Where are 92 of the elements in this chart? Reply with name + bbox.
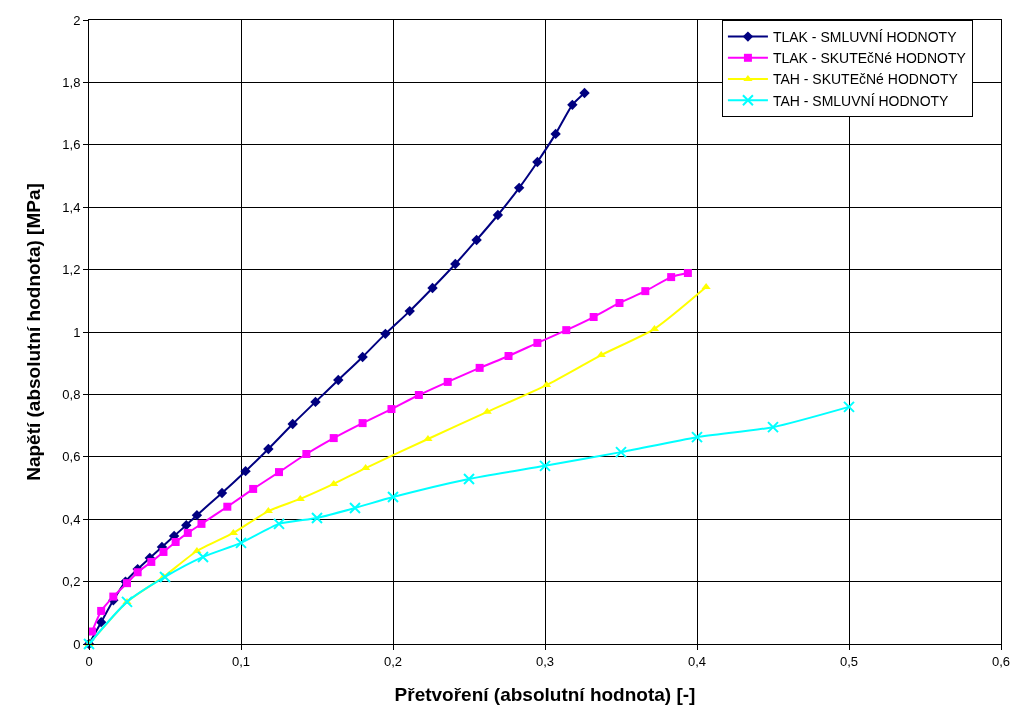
point <box>615 446 627 459</box>
point <box>423 435 433 442</box>
legend-label: TAH - SMLUVNÍ HODNOTY <box>772 92 950 109</box>
x-tick-label: 0 <box>85 653 93 669</box>
point <box>159 570 171 583</box>
point <box>380 328 391 340</box>
point <box>482 407 492 414</box>
x-tick-label: 0,5 <box>839 653 859 669</box>
point <box>223 502 232 511</box>
point <box>567 99 578 111</box>
point <box>133 568 142 577</box>
y-tick-label: 1,6 <box>62 137 81 153</box>
point <box>387 491 399 504</box>
point <box>641 287 650 296</box>
point <box>683 269 692 278</box>
point <box>589 313 598 322</box>
point <box>387 405 396 414</box>
y-tick-label: 1,4 <box>62 199 81 215</box>
point <box>159 547 168 556</box>
point <box>191 509 203 521</box>
point <box>539 459 551 472</box>
point <box>109 592 118 601</box>
point <box>329 434 338 443</box>
legend-label: TAH - SKUTEčNé HODNOTY <box>772 71 959 88</box>
point <box>310 396 321 408</box>
y-tick-label: 1,2 <box>62 262 81 278</box>
point <box>263 443 274 455</box>
point <box>249 484 258 493</box>
x-tick-label: 0,6 <box>991 653 1011 669</box>
point <box>513 182 525 194</box>
point <box>147 557 156 566</box>
legend-label: TLAK - SKUTEčNé HODNOTY <box>772 50 967 67</box>
point <box>333 374 344 386</box>
point <box>427 282 438 294</box>
y-tick-label: 0,8 <box>62 386 81 402</box>
point <box>701 283 711 290</box>
point <box>471 234 482 246</box>
y-tick-label: 0,4 <box>62 511 81 527</box>
point <box>504 352 513 361</box>
point <box>843 400 855 413</box>
point <box>450 258 461 270</box>
point <box>171 537 180 546</box>
point <box>358 419 367 428</box>
point <box>197 519 206 528</box>
point <box>183 528 192 537</box>
x-tick-label: 0,3 <box>535 653 555 669</box>
point <box>615 298 624 307</box>
point <box>311 511 323 524</box>
point <box>492 209 504 221</box>
point <box>235 536 247 549</box>
point <box>475 363 484 372</box>
point <box>414 391 423 400</box>
point <box>275 468 283 477</box>
point <box>579 87 590 99</box>
point <box>263 507 273 514</box>
point <box>463 472 475 485</box>
x-tick-label: 0,2 <box>383 653 403 669</box>
y-tick-label: 1,8 <box>62 74 81 90</box>
y-tick-label: 1 <box>73 324 81 340</box>
y-tick-label: 0,2 <box>62 574 81 590</box>
point <box>197 550 209 563</box>
y-axis-title: Napětí (absolutní hodnota) [MPa] <box>23 183 45 481</box>
point <box>216 487 228 499</box>
point <box>329 479 339 486</box>
y-tick-label: 2 <box>73 12 81 28</box>
point <box>443 377 452 386</box>
point <box>361 464 371 471</box>
x-tick-label: 0,4 <box>687 653 707 669</box>
point <box>550 128 561 140</box>
x-tick-label: 0,1 <box>231 653 251 669</box>
point <box>357 351 368 363</box>
point <box>97 606 106 615</box>
point <box>532 156 543 168</box>
point <box>691 431 703 444</box>
x-axis-title: Přetvoření (absolutní hodnota) [-] <box>394 684 696 706</box>
y-tick-label: 0 <box>73 636 81 652</box>
point <box>295 494 305 501</box>
point <box>349 501 361 514</box>
point <box>596 351 606 358</box>
point <box>667 273 676 282</box>
legend-label: TLAK - SMLUVNÍ HODNOTY <box>772 29 958 46</box>
point <box>533 338 542 347</box>
point <box>562 326 571 335</box>
point <box>121 595 133 608</box>
point <box>302 449 311 458</box>
point <box>273 517 285 530</box>
point <box>95 616 107 628</box>
point <box>240 465 251 477</box>
y-tick-label: 0,6 <box>62 449 81 465</box>
point <box>287 418 298 430</box>
point <box>404 305 415 317</box>
point <box>767 421 779 434</box>
